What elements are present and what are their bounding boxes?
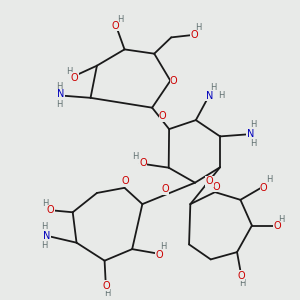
Text: H: H [41,241,48,250]
Text: O: O [191,30,198,40]
Text: N: N [247,129,254,139]
Text: H: H [160,242,166,251]
Text: O: O [47,205,55,215]
Text: N: N [43,231,50,241]
Text: O: O [238,271,245,281]
Text: O: O [111,21,119,31]
Text: O: O [70,73,78,83]
Text: H: H [117,15,124,24]
Text: H: H [56,82,63,91]
Text: O: O [122,176,129,186]
Text: H: H [278,214,285,224]
Text: O: O [161,184,169,194]
Text: H: H [42,199,48,208]
Text: H: H [66,67,73,76]
Text: H: H [218,91,224,100]
Text: O: O [206,176,213,186]
Text: H: H [266,175,272,184]
Text: O: O [170,76,178,86]
Text: H: H [250,139,256,148]
Text: H: H [239,279,246,288]
Text: N: N [57,89,64,99]
Text: O: O [159,111,166,121]
Text: O: O [273,221,281,231]
Text: H: H [250,120,256,129]
Text: H: H [195,23,201,32]
Text: O: O [140,158,147,167]
Text: H: H [104,289,110,298]
Text: H: H [132,152,139,161]
Text: H: H [56,100,63,109]
Text: O: O [155,250,163,260]
Text: O: O [102,280,110,291]
Text: O: O [212,182,220,191]
Text: O: O [260,183,268,193]
Text: H: H [41,222,48,231]
Text: H: H [210,83,216,92]
Text: N: N [206,91,213,101]
